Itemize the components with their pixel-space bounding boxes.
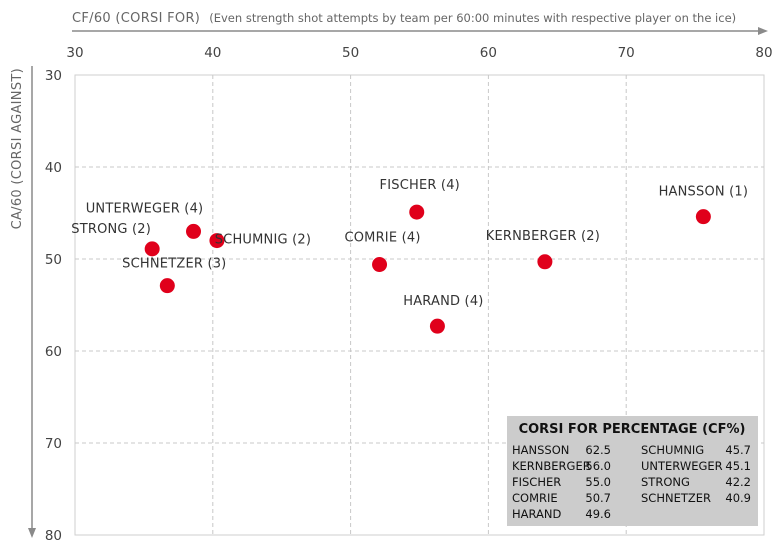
- data-point: [144, 241, 160, 257]
- x-axis-arrow-head: [758, 27, 768, 35]
- data-point: [209, 233, 225, 249]
- data-point: [372, 257, 388, 273]
- x-tick-label: 70: [618, 45, 635, 61]
- y-axis-title: CA/60 (CORSI AGAINST): [10, 68, 25, 229]
- y-tick-label: 50: [45, 252, 62, 268]
- table-value-cell: 42.2: [725, 475, 751, 489]
- table-value-cell: 40.9: [725, 491, 751, 505]
- table-background: [507, 416, 758, 526]
- table-name-cell: COMRIE: [512, 491, 558, 505]
- table-name-cell: HARAND: [512, 507, 562, 521]
- y-tick-label: 80: [45, 528, 62, 544]
- x-tick-label: 80: [755, 45, 772, 61]
- point-label: FISCHER (4): [380, 178, 460, 193]
- data-point: [159, 278, 175, 294]
- x-tick-labels: 30 40 50 60 70 80: [66, 45, 772, 61]
- table-value-cell: 55.0: [585, 475, 611, 489]
- cf-percentage-table: CORSI FOR PERCENTAGE (CF%) HANSSON 62.5 KE…: [507, 416, 758, 526]
- table-name-cell: STRONG: [641, 475, 690, 489]
- x-axis-title: CF/60 (CORSI FOR) (Even strength shot at…: [72, 7, 736, 26]
- data-points: [144, 204, 711, 334]
- table-name-cell: KERNBERGER: [512, 459, 591, 473]
- data-point: [537, 254, 553, 270]
- point-label: SCHUMNIG (2): [215, 233, 311, 248]
- point-labels: HANSSON (1) KERNBERGER (2) FISCHER (4) COMR…: [71, 178, 748, 309]
- y-tick-label: 30: [45, 68, 62, 84]
- y-tick-labels: 30 40 50 60 70 80: [45, 68, 62, 544]
- point-label: STRONG (2): [71, 222, 151, 237]
- x-tick-label: 40: [204, 45, 221, 61]
- y-tick-label: 40: [45, 160, 62, 176]
- point-label: HARAND (4): [403, 294, 483, 309]
- point-label: SCHNETZER (3): [122, 257, 226, 272]
- plot-frame: [74, 74, 765, 536]
- point-label: KERNBERGER (2): [486, 229, 600, 244]
- table-value-cell: 62.5: [585, 443, 611, 457]
- point-label: COMRIE (4): [344, 231, 420, 246]
- point-label: UNTERWEGER (4): [86, 201, 204, 216]
- y-tick-label: 60: [45, 344, 62, 360]
- x-tick-label: 30: [66, 45, 83, 61]
- y-axis-arrow-head: [28, 528, 36, 538]
- table-name-cell: SCHUMNIG: [641, 443, 704, 457]
- table-name-cell: FISCHER: [512, 475, 561, 489]
- y-tick-label: 70: [45, 436, 62, 452]
- x-tick-label: 50: [342, 45, 359, 61]
- data-point: [695, 209, 711, 225]
- table-name-cell: SCHNETZER: [641, 491, 711, 505]
- table-value-cell: 45.7: [725, 443, 751, 457]
- table-value-cell: 49.6: [585, 507, 611, 521]
- table-name-cell: UNTERWEGER: [641, 459, 723, 473]
- table-value-cell: 45.1: [725, 459, 751, 473]
- data-point: [409, 204, 425, 220]
- point-label: HANSSON (1): [659, 185, 749, 200]
- table-name-cell: HANSSON: [512, 443, 569, 457]
- table-value-cell: 56.0: [585, 459, 611, 473]
- data-point: [429, 318, 445, 334]
- table-value-cell: 50.7: [585, 491, 611, 505]
- table-title: CORSI FOR PERCENTAGE (CF%): [519, 422, 746, 437]
- x-tick-label: 60: [480, 45, 497, 61]
- data-point: [186, 223, 202, 239]
